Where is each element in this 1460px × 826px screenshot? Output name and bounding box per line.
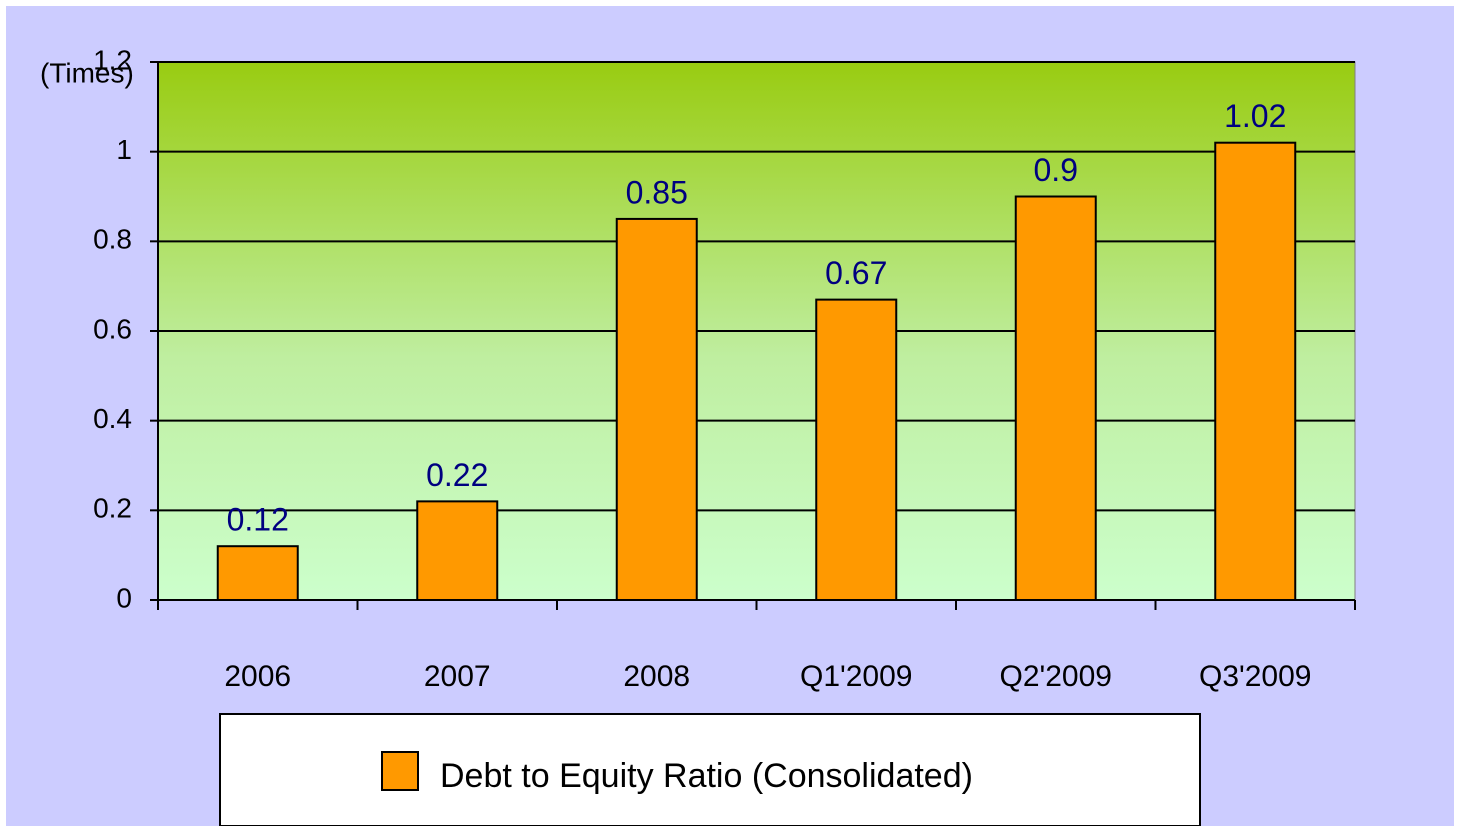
- legend-swatch: [381, 751, 419, 791]
- y-tick-label: 0.2: [93, 493, 132, 524]
- marks: 2006 0.12 2007 0.22 2008 0.85 Q1'2009 0.67 Q2'20…: [216, 98, 1312, 693]
- grid: 0 0.2 0.4 0.6 0.8 1 1.2: [93, 44, 1356, 613]
- y-tick-label: 0.8: [93, 224, 132, 255]
- x-tick-label: 2006: [224, 660, 291, 693]
- x-tick-label: Q1'2009: [800, 660, 913, 693]
- y-tick-label: 0.6: [93, 313, 132, 344]
- x-tick-label: 2008: [623, 660, 690, 693]
- bar: [216, 545, 299, 602]
- bar: [1214, 141, 1297, 601]
- y-axis-label: (Times): [40, 57, 134, 88]
- bar: [1014, 195, 1097, 601]
- y-tick-label: 1.2: [93, 44, 132, 75]
- value-label: 0.67: [825, 255, 887, 291]
- value-label: 0.12: [227, 502, 289, 538]
- legend-label: Debt to Equity Ratio (Consolidated): [440, 757, 973, 795]
- value-label: 0.9: [1034, 152, 1078, 188]
- bar: [615, 217, 698, 602]
- y-tick-label: 0.4: [93, 403, 132, 434]
- y-tick-label: 1: [116, 134, 132, 165]
- value-label: 1.02: [1224, 98, 1286, 134]
- y-tick-label: 0: [116, 582, 132, 613]
- x-tick-label: Q2'2009: [1000, 660, 1113, 693]
- value-label: 0.22: [426, 457, 488, 493]
- bar: [416, 500, 499, 601]
- bar: [815, 298, 898, 601]
- x-tick-label: 2007: [424, 660, 491, 693]
- value-label: 0.85: [626, 174, 688, 210]
- x-tick-label: Q3'2009: [1199, 660, 1312, 693]
